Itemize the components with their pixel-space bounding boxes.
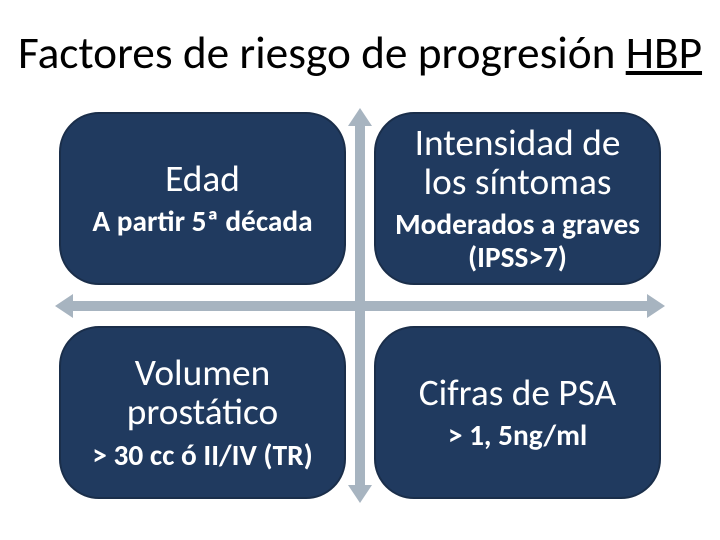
quadrant-cell-psa: Cifras de PSA > 1, 5ng/ml [374, 326, 661, 499]
quadrant-cell-edad: Edad A partir 5ª década [59, 112, 346, 285]
page-title: Factores de riesgo de progresión HBP [0, 26, 720, 81]
cell-heading: Intensidad de los síntomas [394, 124, 641, 202]
cell-sub: > 1, 5ng/ml [448, 419, 587, 451]
title-underlined: HBP [626, 26, 702, 81]
arrow-shaft [355, 122, 365, 489]
title-plain: Factores de riesgo de progresión [18, 26, 626, 81]
cell-heading: Edad [165, 160, 240, 199]
cell-sub: > 30 cc ó II/IV (TR) [92, 439, 313, 471]
arrow-right-icon [647, 294, 665, 318]
quadrant-cell-intensidad: Intensidad de los síntomas Moderados a g… [374, 112, 661, 285]
quadrant-diagram: Edad A partir 5ª década Intensidad de lo… [55, 108, 665, 503]
cell-heading: Cifras de PSA [419, 374, 616, 413]
cell-sub: A partir 5ª década [92, 205, 312, 237]
quadrant-cell-volumen: Volumen prostático > 30 cc ó II/IV (TR) [59, 326, 346, 499]
arrow-left-icon [55, 294, 73, 318]
cell-heading: Volumen prostático [79, 354, 326, 432]
arrow-up-icon [348, 108, 372, 126]
arrow-down-icon [348, 485, 372, 503]
cell-sub: Moderados a graves (IPSS>7) [394, 208, 641, 273]
